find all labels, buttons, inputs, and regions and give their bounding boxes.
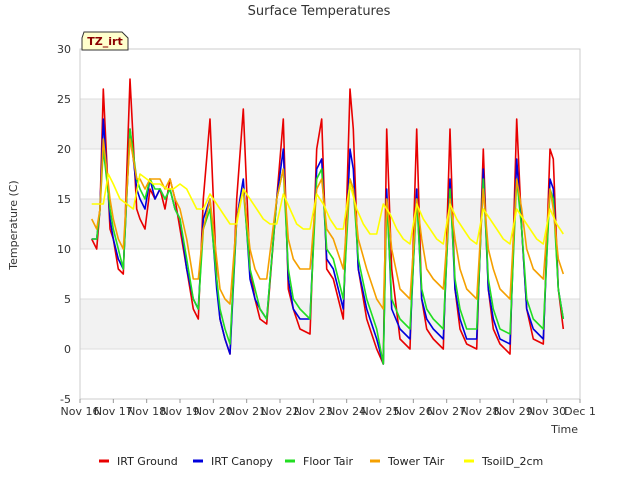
y-axis-ticks: -5 0 5 10 15 20 25 30 <box>57 43 71 406</box>
y-tick-label: -5 <box>60 393 71 406</box>
badge-label: TZ_irt <box>87 35 122 48</box>
series-layer <box>90 78 565 365</box>
x-tick-label: Nov 24 <box>327 405 366 418</box>
x-axis-label: Time <box>550 423 578 436</box>
grid-band <box>80 49 580 99</box>
y-tick-label: 10 <box>57 243 71 256</box>
grid-band <box>80 149 580 199</box>
legend-label: Floor Tair <box>303 455 354 468</box>
x-tick-label: Nov 26 <box>394 405 433 418</box>
x-tick-label: Nov 29 <box>494 405 533 418</box>
x-tick-label: Nov 16 <box>61 405 100 418</box>
x-tick-label: Nov 17 <box>94 405 133 418</box>
y-axis-label: Temperature (C) <box>7 180 20 270</box>
x-tick-label: Nov 27 <box>427 405 466 418</box>
y-tick-label: 15 <box>57 193 71 206</box>
y-tick-label: 0 <box>64 343 71 356</box>
legend-label: IRT Canopy <box>211 455 273 468</box>
x-tick-label: Nov 20 <box>194 405 233 418</box>
x-tick-label: Nov 23 <box>294 405 333 418</box>
y-tick-label: 30 <box>57 43 71 56</box>
grid-band <box>80 299 580 349</box>
y-tick-label: 25 <box>57 93 71 106</box>
grid-band <box>80 199 580 249</box>
legend-label: IRT Ground <box>117 455 178 468</box>
series-line-tsoild-2cm <box>91 173 564 245</box>
plot-frame <box>79 48 581 400</box>
grid-band <box>80 99 580 149</box>
x-tick-label: Nov 30 <box>527 405 566 418</box>
x-tick-label: Nov 28 <box>461 405 500 418</box>
legend: IRT Ground IRT Canopy Floor Tair Tower TAir… <box>99 455 543 468</box>
x-tick-label: Nov 19 <box>161 405 200 418</box>
site-badge: TZ_irt <box>81 31 129 51</box>
y-tick-label: 5 <box>64 293 71 306</box>
legend-label: TsoilD_2cm <box>481 455 543 468</box>
y-tick-label: 20 <box>57 143 71 156</box>
grid-bands <box>80 48 580 400</box>
x-tick-label: Nov 25 <box>361 405 400 418</box>
chart-title: Surface Temperatures <box>248 4 391 19</box>
badge-box <box>81 31 129 51</box>
x-tick-label: Nov 18 <box>127 405 166 418</box>
x-tick-label: Nov 22 <box>261 405 300 418</box>
grid-band <box>80 349 580 399</box>
series-line-tower-tair <box>90 138 565 310</box>
x-tick-label: Nov 21 <box>227 405 266 418</box>
series-line-floor-tair <box>91 128 565 365</box>
legend-label: Tower TAir <box>387 455 445 468</box>
x-tick-label: Dec 1 <box>564 405 596 418</box>
